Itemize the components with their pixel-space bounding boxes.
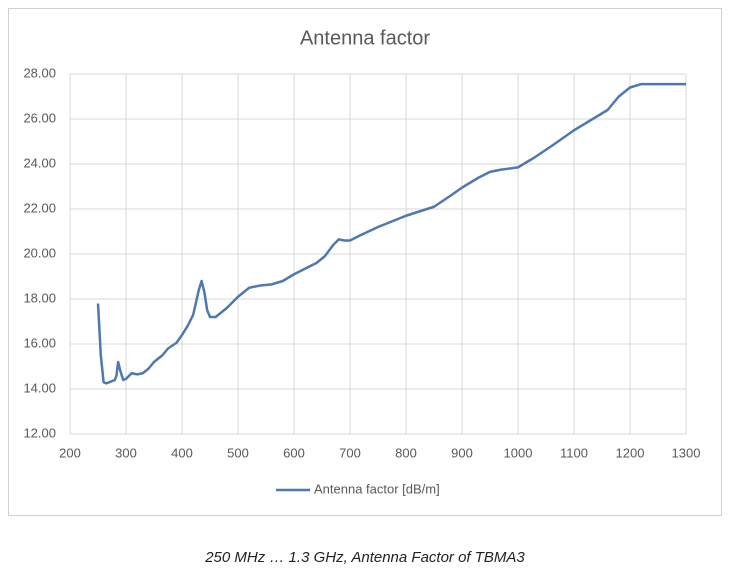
y-tick-label: 14.00 xyxy=(23,380,56,395)
y-tick-label: 22.00 xyxy=(23,200,56,215)
x-tick-label: 1000 xyxy=(504,445,533,460)
y-tick-label: 28.00 xyxy=(23,65,56,80)
chart-frame xyxy=(8,8,722,516)
y-tick-label: 16.00 xyxy=(23,335,56,350)
x-tick-label: 900 xyxy=(451,445,473,460)
x-tick-label: 1200 xyxy=(616,445,645,460)
data-line xyxy=(96,82,686,385)
x-tick-label: 600 xyxy=(283,445,305,460)
y-tick-label: 24.00 xyxy=(23,155,56,170)
x-tick-label: 200 xyxy=(59,445,81,460)
chart-title: Antenna factor xyxy=(300,27,430,49)
x-tick-label: 1300 xyxy=(672,445,701,460)
y-tick-label: 18.00 xyxy=(23,290,56,305)
x-tick-label: 500 xyxy=(227,445,249,460)
legend-label: Antenna factor [dB/m] xyxy=(314,481,440,496)
x-tick-label: 300 xyxy=(115,445,137,460)
y-tick-label: 12.00 xyxy=(23,425,56,440)
y-tick-label: 26.00 xyxy=(23,110,56,125)
x-tick-label: 1100 xyxy=(560,445,588,460)
x-tick-label: 700 xyxy=(339,445,361,460)
y-tick-label: 20.00 xyxy=(23,245,56,260)
caption: 250 MHz … 1.3 GHz, Antenna Factor of TBM… xyxy=(204,549,525,566)
x-tick-label: 800 xyxy=(395,445,417,460)
x-tick-label: 400 xyxy=(171,445,193,460)
